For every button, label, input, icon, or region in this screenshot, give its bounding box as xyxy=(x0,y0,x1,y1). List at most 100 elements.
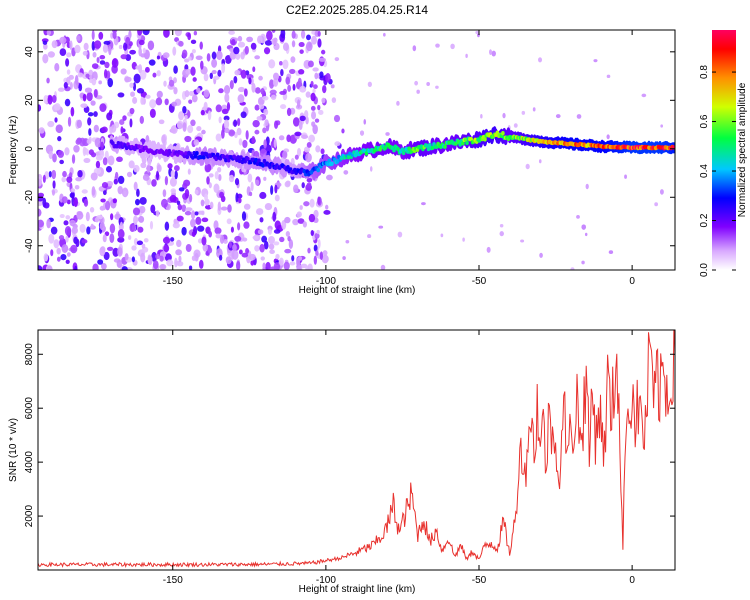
heatmap-noise-cell xyxy=(168,79,175,87)
snr-panel: -150 -100 -50 0 2000 4000 6000 8000 Height of … xyxy=(8,329,676,595)
heatmap-noise-cell xyxy=(262,262,266,270)
heatmap-noise-cell xyxy=(47,120,55,128)
heatmap-noise-cell xyxy=(162,189,167,198)
heatmap-noise-cell xyxy=(320,148,325,155)
heatmap-noise-cell xyxy=(191,49,196,54)
heatmap-noise-cell xyxy=(252,235,259,240)
heatmap-noise-cell xyxy=(203,73,209,82)
heatmap-noise-cell xyxy=(112,30,117,40)
heatmap-noise-cell xyxy=(301,134,309,139)
heatmap-noise-cell xyxy=(520,239,525,243)
heatmap-track-cell xyxy=(353,153,358,158)
heatmap-noise-cell xyxy=(532,107,536,112)
heatmap-noise-cell xyxy=(195,216,202,225)
heatmap-noise-cell xyxy=(102,234,107,243)
heatmap-noise-cell xyxy=(106,246,114,251)
heatmap-noise-cell xyxy=(221,108,229,115)
heatmap-track-cell xyxy=(119,141,123,146)
heatmap-noise-cell xyxy=(139,115,144,125)
heatmap-noise-cell xyxy=(264,119,269,127)
heatmap-noise-cell xyxy=(224,127,230,134)
heatmap-noise-cell xyxy=(269,79,275,89)
heatmap-noise-cell xyxy=(66,176,73,183)
heatmap-noise-cell xyxy=(132,96,138,104)
heatmap-noise-cell xyxy=(51,95,57,103)
heatmap-noise-cell xyxy=(191,231,196,237)
heatmap-noise-cell xyxy=(307,60,314,68)
spectrogram-y-tick-label: 0 xyxy=(24,146,35,152)
heatmap-noise-cell xyxy=(200,60,204,70)
heatmap-noise-cell xyxy=(284,248,292,254)
heatmap-noise-cell xyxy=(215,233,222,239)
heatmap-noise-cell xyxy=(54,117,58,123)
heatmap-noise-cell xyxy=(181,49,188,59)
heatmap-track-cell xyxy=(257,158,261,163)
heatmap-cells xyxy=(38,30,675,270)
heatmap-noise-cell xyxy=(144,66,150,73)
heatmap-noise-cell xyxy=(215,133,222,142)
heatmap-noise-cell xyxy=(318,109,324,115)
heatmap-track-cell xyxy=(327,158,332,163)
heatmap-noise-cell xyxy=(43,94,49,104)
heatmap-noise-cell xyxy=(450,43,455,50)
heatmap-noise-cell xyxy=(108,45,112,56)
heatmap-noise-cell xyxy=(293,184,299,193)
heatmap-noise-cell xyxy=(155,253,160,260)
heatmap-track-cell xyxy=(383,145,388,150)
heatmap-noise-cell xyxy=(61,176,67,183)
heatmap-noise-cell xyxy=(51,40,58,49)
heatmap-noise-cell xyxy=(93,40,102,49)
spectrogram-y-ticks: -40 -20 0 20 40 xyxy=(24,46,675,253)
heatmap-noise-cell xyxy=(99,103,107,113)
heatmap-noise-cell xyxy=(247,173,253,183)
heatmap-noise-cell xyxy=(116,156,123,163)
heatmap-track-cell xyxy=(195,150,199,156)
heatmap-noise-cell xyxy=(138,47,142,57)
heatmap-noise-cell xyxy=(307,247,311,254)
heatmap-noise-cell xyxy=(184,188,190,199)
heatmap-noise-cell xyxy=(38,104,42,112)
heatmap-track-cell xyxy=(191,155,195,160)
heatmap-noise-cell xyxy=(228,30,235,35)
heatmap-noise-cell xyxy=(184,90,190,98)
heatmap-noise-cell xyxy=(236,118,241,127)
heatmap-noise-cell xyxy=(396,100,400,106)
heatmap-noise-cell xyxy=(85,73,90,79)
heatmap-track-cell xyxy=(166,152,170,157)
heatmap-noise-cell xyxy=(232,243,237,252)
heatmap-noise-cell xyxy=(321,49,326,55)
heatmap-noise-cell xyxy=(489,49,493,55)
heatmap-noise-cell xyxy=(292,218,299,226)
heatmap-noise-cell xyxy=(95,160,101,169)
heatmap-noise-cell xyxy=(223,239,228,244)
heatmap-noise-cell xyxy=(87,112,94,117)
heatmap-noise-cell xyxy=(99,149,105,156)
heatmap-noise-cell xyxy=(77,72,84,78)
heatmap-noise-cell xyxy=(173,65,178,74)
heatmap-noise-cell xyxy=(313,255,318,265)
heatmap-noise-cell xyxy=(176,120,184,130)
heatmap-noise-cell xyxy=(224,54,232,64)
heatmap-noise-cell xyxy=(298,41,305,48)
heatmap-noise-cell xyxy=(240,111,247,119)
heatmap-noise-cell xyxy=(306,177,313,183)
heatmap-noise-cell xyxy=(311,35,317,45)
heatmap-noise-cell xyxy=(315,145,321,153)
heatmap-noise-cell xyxy=(74,184,80,190)
heatmap-noise-cell xyxy=(308,134,316,143)
heatmap-noise-cell xyxy=(71,226,78,235)
heatmap-noise-cell xyxy=(302,221,307,228)
heatmap-noise-cell xyxy=(170,237,175,242)
heatmap-noise-cell xyxy=(129,82,134,88)
heatmap-noise-cell xyxy=(228,129,235,137)
heatmap-track-cell xyxy=(138,148,143,154)
heatmap-noise-cell xyxy=(234,69,241,76)
heatmap-noise-cell xyxy=(218,173,222,182)
heatmap-noise-cell xyxy=(412,45,417,52)
heatmap-noise-cell xyxy=(288,68,296,74)
heatmap-noise-cell xyxy=(256,116,263,121)
heatmap-noise-cell xyxy=(64,225,72,236)
heatmap-noise-cell xyxy=(120,68,127,75)
heatmap-noise-cell xyxy=(255,179,260,186)
heatmap-noise-cell xyxy=(304,146,310,153)
